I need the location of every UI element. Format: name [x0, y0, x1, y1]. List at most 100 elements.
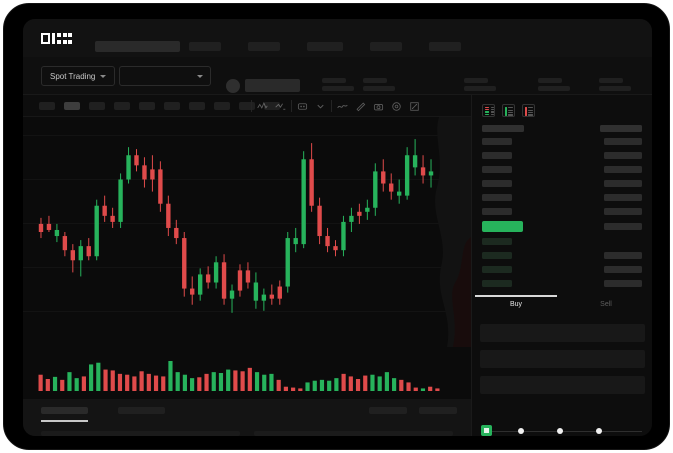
chevron-down-icon: [100, 74, 107, 78]
order-amount-field[interactable]: [480, 350, 645, 368]
market-type-label: Spot Trading: [50, 71, 96, 81]
buy-sell-tabs: Buy Sell: [472, 295, 652, 317]
chart-gridlines: [23, 117, 471, 347]
bottom-actions: [369, 407, 457, 414]
bottom-tab-2[interactable]: [118, 407, 165, 414]
bottom-action-2[interactable]: [419, 407, 457, 414]
orderbook-ask-price: [482, 208, 512, 215]
nav-item-3[interactable]: [307, 42, 343, 51]
nav-item-2[interactable]: [248, 42, 280, 51]
nav-item-4[interactable]: [370, 42, 402, 51]
orderbook-both-icon[interactable]: [482, 104, 495, 117]
orderbook-ask-amount: [604, 208, 642, 215]
candlestick-series: [38, 139, 434, 313]
pair-price: [245, 79, 300, 92]
bottom-cards: [23, 431, 471, 436]
orderbook-ask-amount: [604, 138, 642, 145]
timeframe-button-4[interactable]: [114, 102, 130, 110]
market-type-select[interactable]: Spot Trading: [41, 66, 116, 86]
stat-block-4: [538, 78, 570, 91]
template-icon[interactable]: [297, 101, 308, 112]
orderbook-ask-price: [482, 180, 512, 187]
stat-label: [322, 78, 346, 83]
logo-letter-x: [63, 33, 72, 44]
orderbook-header-amount: [600, 125, 642, 132]
orderbook-ask-price: [482, 194, 512, 201]
orderbook-bids-icon[interactable]: [502, 104, 515, 117]
timeframe-button-2[interactable]: [64, 102, 80, 110]
line-chart-icon[interactable]: [337, 101, 348, 112]
indicator-icon[interactable]: [257, 101, 268, 112]
right-panel: Buy Sell: [471, 95, 652, 436]
slider-handle[interactable]: [481, 425, 492, 436]
slider-stop-75[interactable]: [596, 427, 602, 434]
timeframe-button-10[interactable]: [264, 102, 280, 110]
orderbook-header-price: [482, 125, 524, 132]
slider-stop-25[interactable]: [518, 427, 524, 434]
pair-avatar: [226, 79, 240, 93]
orderbook-ask-price: [482, 166, 512, 173]
logo-letter-o: [41, 33, 50, 44]
stat-label: [599, 78, 623, 83]
stat-block-2: [363, 78, 395, 91]
slider-track: [487, 430, 642, 432]
nav-item-1[interactable]: [189, 42, 221, 51]
volume-chart: [23, 347, 471, 399]
timeframe-button-6[interactable]: [164, 102, 180, 110]
price-chart[interactable]: [23, 117, 471, 347]
settings-icon[interactable]: [391, 101, 402, 112]
orderbook[interactable]: [472, 123, 652, 291]
bottom-tab-active-indicator: [41, 420, 88, 422]
orderbook-ask-price: [482, 152, 512, 159]
stat-block-3: [464, 78, 496, 91]
orderbook-asks-icon[interactable]: [522, 104, 535, 117]
bottom-card-2[interactable]: [254, 431, 453, 436]
bottom-tabs: [41, 407, 165, 414]
stat-value: [322, 86, 354, 91]
orderbook-ask-amount: [604, 194, 642, 201]
tab-buy[interactable]: Buy: [509, 301, 523, 308]
timeframe-button-7[interactable]: [189, 102, 205, 110]
tab-sell[interactable]: Sell: [600, 301, 612, 308]
bottom-tab-1[interactable]: [41, 407, 88, 414]
chevron-down-icon[interactable]: [315, 101, 326, 112]
stat-value: [464, 86, 496, 91]
order-total-field[interactable]: [480, 376, 645, 394]
ruler-icon[interactable]: [355, 101, 366, 112]
slider-stop-50[interactable]: [557, 427, 563, 434]
stat-block-1: [322, 78, 354, 91]
nav-item-5[interactable]: [429, 42, 461, 51]
orderbook-ask-amount: [604, 152, 642, 159]
chevron-down-icon: [197, 74, 203, 78]
timeframe-button-5[interactable]: [139, 102, 155, 110]
stat-value: [599, 86, 631, 91]
timeframe-button-9[interactable]: [239, 102, 255, 110]
toolbar-divider: [251, 100, 252, 112]
bottom-card-1[interactable]: [41, 431, 240, 436]
orderbook-ask-amount: [604, 180, 642, 187]
timeframe-button-3[interactable]: [89, 102, 105, 110]
trading-pair-select[interactable]: [119, 66, 211, 86]
device-frame: Spot Trading: [3, 3, 670, 450]
bottom-action-1[interactable]: [369, 407, 407, 414]
orderbook-bid-amount: [604, 266, 642, 273]
orderbook-bid-price: [482, 266, 512, 273]
search-input[interactable]: [95, 41, 180, 52]
fullscreen-icon[interactable]: [409, 101, 420, 112]
stat-label: [363, 78, 387, 83]
timeframe-group: [39, 102, 280, 110]
compare-icon[interactable]: [275, 101, 286, 112]
volume-series: [38, 361, 440, 391]
timeframe-button-8[interactable]: [214, 102, 230, 110]
okx-logo[interactable]: [41, 33, 85, 44]
camera-icon[interactable]: [373, 101, 384, 112]
order-price-field[interactable]: [480, 324, 645, 342]
stat-label: [538, 78, 562, 83]
orderbook-mode-group: [482, 104, 535, 117]
orderbook-ask-amount: [604, 166, 642, 173]
quantity-slider[interactable]: [481, 425, 644, 436]
orderbook-ask-price: [482, 138, 512, 145]
timeframe-button-1[interactable]: [39, 102, 55, 110]
orderbook-bid-price: [482, 238, 512, 245]
orderbook-bid-price: [482, 280, 512, 287]
